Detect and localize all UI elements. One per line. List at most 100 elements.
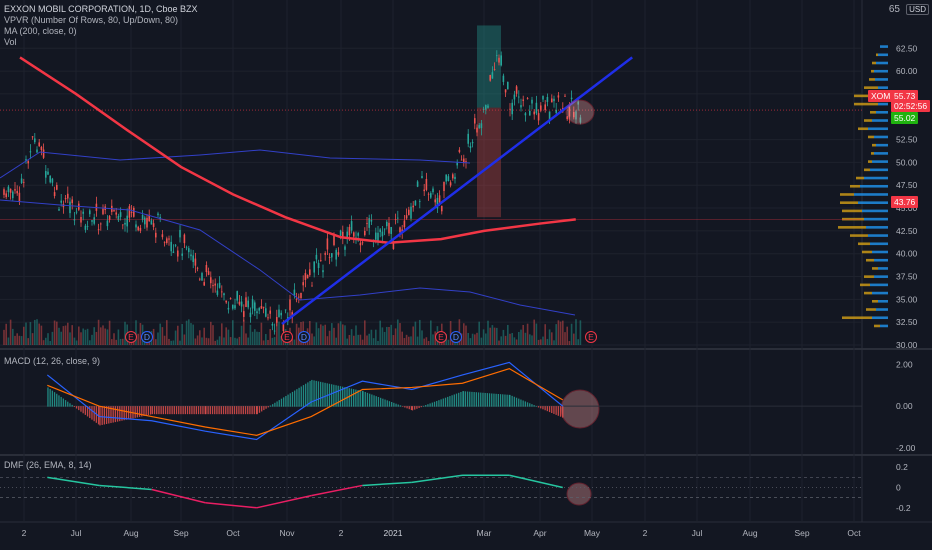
candle-body [533, 111, 535, 115]
macd-histogram-bar [518, 398, 520, 407]
volume-bar [221, 323, 223, 345]
candle-body [194, 258, 197, 266]
macd-histogram-bar [191, 406, 193, 415]
vpvr-bar-up [872, 316, 888, 320]
band-line [0, 149, 471, 179]
event-marker-label: E [438, 332, 444, 342]
volume-bar [368, 333, 370, 345]
volume-bar [375, 329, 377, 345]
macd-histogram-bar [119, 406, 121, 422]
volume-bar [247, 337, 249, 345]
vpvr-bar-up [868, 127, 888, 131]
event-marker-label: E [128, 332, 134, 342]
symbol-title[interactable]: EXXON MOBIL CORPORATION, 1D, Cboe BZX [4, 4, 198, 14]
volume-bar [570, 323, 573, 345]
candle-body [540, 105, 542, 111]
macd-histogram-bar [339, 386, 342, 407]
macd-histogram-bar [410, 406, 413, 411]
vpvr-bar-up [854, 193, 888, 196]
macd-histogram-bar [447, 396, 449, 407]
candle-body [531, 99, 533, 104]
volume-bar [540, 339, 542, 345]
event-marker[interactable] [298, 331, 310, 343]
volume-bar [102, 325, 104, 345]
candle-body [524, 113, 527, 116]
volume-bar [240, 325, 243, 345]
volume-bar [421, 330, 423, 345]
last-price-box: 55.73 [891, 90, 919, 102]
macd-histogram-bar [110, 406, 112, 424]
event-marker[interactable] [141, 331, 153, 343]
macd-histogram-bar [51, 390, 54, 407]
volume-bar [45, 337, 47, 345]
currency-label[interactable]: USD [906, 4, 929, 15]
macd-title[interactable]: MACD (12, 26, close, 9) [4, 356, 101, 366]
macd-histogram-bar [145, 406, 147, 416]
macd-histogram-bar [251, 406, 253, 415]
volume-bar [498, 340, 500, 345]
macd-histogram-bar [256, 406, 258, 415]
candle-body [12, 191, 14, 199]
volume-bar [227, 329, 230, 345]
macd-histogram-bar [469, 391, 471, 407]
event-marker[interactable] [450, 331, 462, 343]
candle-body [392, 242, 395, 249]
vol-legend[interactable]: Vol [4, 37, 17, 47]
dmf-line-segment [151, 488, 206, 504]
macd-histogram-bar [420, 406, 422, 408]
macd-histogram-bar [515, 397, 518, 407]
macd-histogram-bar [471, 391, 473, 407]
candle-body [31, 136, 34, 138]
macd-histogram-bar [377, 397, 380, 407]
volume-bar [135, 320, 137, 345]
volume-bar [463, 323, 465, 345]
candle-body [64, 198, 67, 200]
volume-bar [179, 340, 181, 345]
candle-body [236, 291, 238, 301]
macd-histogram-bar [464, 391, 466, 407]
candle-body [157, 213, 159, 216]
candle-body [238, 301, 241, 305]
macd-histogram-bar [484, 392, 486, 407]
candle-body [518, 96, 520, 98]
candle-body [133, 207, 135, 217]
volume-bar [370, 329, 373, 345]
candle-body [14, 189, 16, 191]
candle-body [225, 300, 227, 303]
candle-body [381, 231, 384, 237]
macd-histogram-bar [436, 400, 438, 407]
candle-body [130, 211, 133, 213]
macd-histogram-bar [272, 404, 274, 407]
dmf-line-segment [411, 474, 463, 484]
event-marker[interactable] [281, 331, 293, 343]
volume-bar [524, 332, 527, 345]
volume-bar [564, 332, 566, 345]
volume-bar [67, 322, 69, 345]
volume-bar [447, 339, 450, 345]
candle-body [570, 97, 573, 99]
candle-body [185, 247, 188, 249]
volume-bar [557, 320, 560, 345]
time-tick-label: 2 [339, 528, 344, 538]
event-marker[interactable] [435, 331, 447, 343]
volume-bar [364, 320, 366, 345]
vpvr-legend[interactable]: VPVR (Number Of Rows, 80, Up/Down, 80) [4, 15, 179, 25]
dmf-title[interactable]: DMF (26, EMA, 8, 14) [4, 460, 92, 470]
vpvr-bar-down [842, 209, 862, 213]
macd-histogram-bar [184, 406, 186, 415]
macd-histogram-bar [207, 406, 209, 415]
price-tick-label: 52.50 [896, 135, 918, 145]
ma-legend[interactable]: MA (200, close, 0) [4, 26, 77, 36]
candle-body [100, 223, 102, 225]
macd-histogram-bar [175, 406, 178, 415]
candle-body [421, 176, 423, 179]
macd-histogram-bar [156, 406, 158, 415]
event-marker[interactable] [125, 331, 137, 343]
macd-histogram-bar [411, 406, 414, 411]
candle-body [493, 69, 496, 70]
candle-body [447, 176, 450, 182]
time-tick-label: Mar [477, 528, 492, 538]
event-marker[interactable] [585, 331, 597, 343]
countdown-box: 02:52:56 [891, 100, 931, 112]
